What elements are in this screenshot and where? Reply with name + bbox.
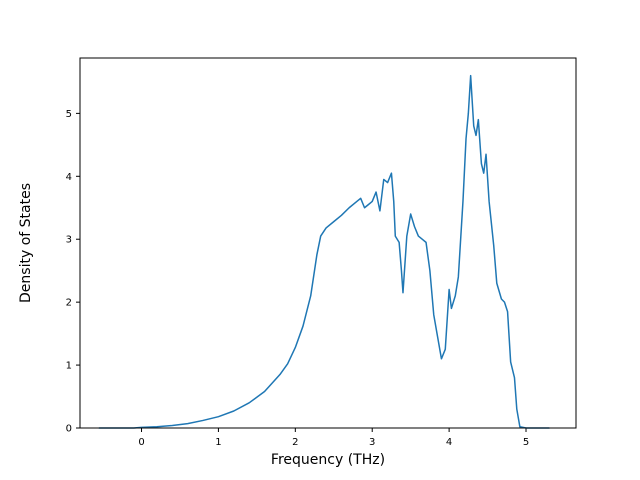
- x-tick-label: 2: [292, 437, 298, 448]
- y-tick-label: 3: [66, 235, 72, 246]
- x-tick-label: 3: [369, 437, 375, 448]
- y-tick-label: 1: [66, 361, 72, 372]
- x-tick-label: 1: [215, 437, 221, 448]
- axes-spines: [79, 57, 577, 429]
- y-axis-label: Density of States: [18, 183, 34, 303]
- ticks-layer: 0 1 2 3 4 5 0 1 2 3 4 5: [66, 109, 530, 448]
- x-tick-label: 0: [138, 437, 144, 448]
- x-tick-label: 4: [446, 437, 452, 448]
- y-tick-label: 4: [66, 172, 72, 183]
- axes-box: [79, 57, 577, 429]
- plot-area: [80, 58, 576, 428]
- data-line-layer: [98, 74, 550, 429]
- y-tick-label: 2: [66, 298, 72, 309]
- x-axis-label: Frequency (THz): [271, 452, 385, 468]
- y-tick-label: 5: [66, 109, 72, 120]
- series-density-of-states: [98, 74, 550, 429]
- x-tick-label: 5: [523, 437, 529, 448]
- y-tick-label: 0: [66, 424, 72, 435]
